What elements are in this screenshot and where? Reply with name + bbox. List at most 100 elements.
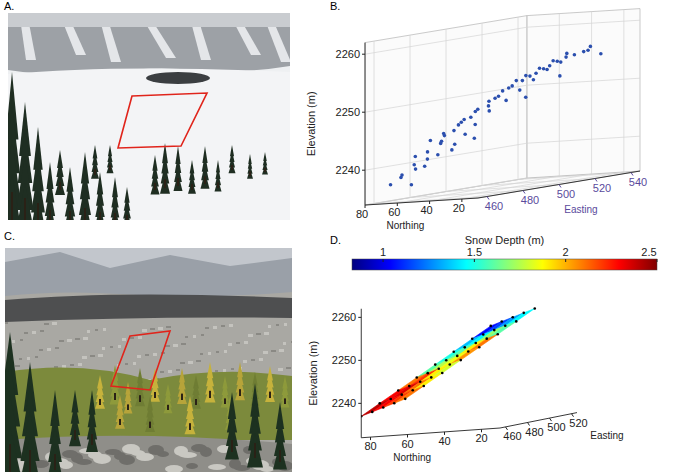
trunk [224, 398, 226, 404]
point [504, 99, 508, 103]
snow-slope [8, 68, 290, 220]
point [532, 78, 536, 82]
surface-cell [457, 339, 487, 356]
rock [286, 367, 291, 369]
point [389, 183, 393, 187]
grid-line [374, 41, 375, 203]
tree [44, 203, 56, 221]
trunk [54, 454, 56, 470]
panel-label: B. [330, 0, 340, 12]
trunk [126, 215, 128, 220]
rock [224, 350, 227, 353]
survey-point [430, 376, 433, 379]
rock [176, 369, 180, 371]
rock [284, 323, 287, 326]
tree [174, 173, 183, 191]
trunk [24, 198, 26, 220]
point [565, 52, 569, 56]
trunk [264, 168, 266, 172]
chart-b: 20406080460480500520540224022502260North… [305, 9, 647, 231]
rock [102, 347, 105, 350]
rock [276, 324, 279, 326]
trunk [74, 430, 76, 440]
tree [55, 177, 65, 195]
rock [142, 329, 147, 332]
trunk [279, 450, 281, 462]
tree [151, 179, 160, 195]
tick [474, 259, 475, 262]
survey-point [467, 350, 470, 353]
side-pane [527, 9, 640, 178]
trunk [9, 444, 11, 472]
tree [150, 388, 160, 402]
rock [40, 330, 44, 332]
rock [264, 332, 269, 335]
rock [248, 334, 253, 337]
rock [166, 326, 171, 328]
point [510, 84, 514, 88]
rock [236, 342, 240, 344]
meadow [5, 368, 292, 441]
rock [32, 331, 36, 334]
point [582, 50, 586, 54]
survey-point [445, 359, 448, 362]
rock [244, 341, 248, 344]
rock [137, 355, 141, 358]
trunk [181, 394, 183, 400]
tree [160, 173, 170, 193]
rock [47, 348, 51, 351]
tree [265, 388, 275, 402]
boulder [122, 444, 140, 454]
point [414, 155, 418, 159]
trunk [99, 212, 101, 220]
point [469, 115, 473, 119]
rock [200, 353, 203, 355]
tick-label: 40 [438, 435, 450, 447]
tick-label: 80 [356, 208, 368, 220]
rock [223, 369, 226, 372]
trunk [49, 210, 51, 220]
tick [358, 403, 361, 404]
point [453, 143, 457, 147]
rock [168, 370, 172, 373]
upper-cliff [8, 13, 290, 27]
survey-point [408, 385, 411, 388]
survey-point [400, 393, 403, 396]
survey-point [397, 389, 400, 392]
point [497, 94, 501, 98]
grid-line [365, 143, 527, 170]
rock [153, 353, 157, 356]
rock [59, 340, 64, 342]
point [476, 107, 480, 111]
tree [95, 395, 105, 409]
survey-point [515, 320, 518, 323]
rock [221, 325, 225, 327]
grid-line [559, 14, 560, 176]
trunk [231, 165, 233, 170]
survey-point [415, 376, 418, 379]
rock [271, 350, 276, 352]
trunk [249, 172, 251, 176]
tick-label: 520 [569, 417, 587, 429]
survey-point [500, 320, 503, 323]
surface-cell [420, 364, 450, 381]
trunk [127, 404, 129, 410]
rock [228, 343, 232, 346]
tick-label: 520 [593, 182, 611, 194]
rock [196, 360, 201, 362]
trunk [189, 423, 191, 430]
rock [160, 371, 164, 373]
survey-point [474, 342, 477, 345]
rock [12, 340, 15, 343]
point [487, 109, 491, 113]
surface-cell [476, 326, 506, 343]
photo-a [8, 13, 290, 220]
boulder [148, 445, 164, 455]
grid-line [527, 20, 640, 27]
rock [205, 327, 209, 329]
survey-point [522, 312, 525, 315]
survey-point [411, 389, 414, 392]
surface-cell [439, 352, 469, 369]
surface-cell [494, 313, 524, 330]
point [463, 132, 467, 136]
